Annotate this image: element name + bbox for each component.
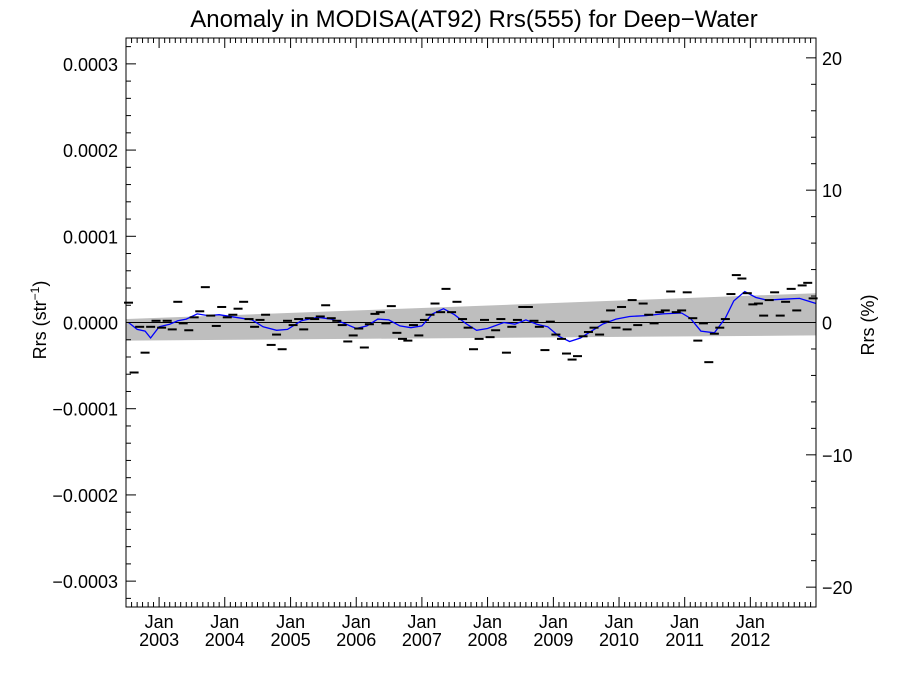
chart-title: Anomaly in MODISA(AT92) Rrs(555) for Dee…	[190, 6, 758, 33]
x-tick-label-year: 2003	[139, 630, 179, 650]
right-axis-label: Rrs (%)	[858, 295, 878, 356]
blue-line-layer	[128, 290, 817, 343]
tick-label-layer: 0.0003 0.0002 0.0001 0.0000 −0.0001 −0.0002 −0…	[52, 49, 852, 650]
x-tick-label-month: Jan	[670, 612, 699, 632]
x-tick-label-month: Jan	[407, 612, 436, 632]
x-tick-label-year: 2004	[205, 630, 245, 650]
confidence-band-layer	[126, 293, 816, 341]
y-tick-label: 0.0001	[63, 227, 118, 247]
y-axis-label: Rrs (str−1)	[28, 281, 50, 360]
y-tick-label: −0.0002	[52, 486, 118, 506]
y-tick-label: −0.0003	[52, 572, 118, 592]
x-tick-label-month: Jan	[736, 612, 765, 632]
x-tick-label-month: Jan	[145, 612, 174, 632]
x-tick-label-month: Jan	[276, 612, 305, 632]
x-tick-label-year: 2005	[271, 630, 311, 650]
y2-tick-label: 20	[822, 49, 842, 69]
y-axis-label-superscript: −1	[28, 286, 42, 300]
x-tick-label-year: 2006	[336, 630, 376, 650]
x-tick-label-year: 2008	[468, 630, 508, 650]
y-tick-label: 0.0000	[63, 314, 118, 334]
y2-tick-label: 10	[822, 181, 842, 201]
y-axis-label-end: )	[30, 281, 50, 287]
x-tick-label-month: Jan	[605, 612, 634, 632]
y2-tick-label: −10	[822, 446, 853, 466]
y-axis-label-main: Rrs (str	[30, 300, 50, 359]
marker-layer	[124, 274, 818, 374]
x-tick-label-year: 2010	[599, 630, 639, 650]
x-tick-label-month: Jan	[342, 612, 371, 632]
y-tick-label: 0.0003	[63, 55, 118, 75]
tick-layer	[125, 38, 816, 607]
x-tick-label-month: Jan	[473, 612, 502, 632]
running-mean-line	[128, 290, 817, 343]
x-tick-label-year: 2012	[730, 630, 770, 650]
trend-confidence-band	[126, 293, 816, 341]
y-tick-label: −0.0001	[52, 400, 118, 420]
y2-tick-label: −20	[822, 578, 853, 598]
x-tick-label-year: 2011	[665, 630, 704, 650]
x-tick-label-year: 2007	[402, 630, 442, 650]
x-tick-label-month: Jan	[210, 612, 239, 632]
x-tick-label-year: 2009	[533, 630, 573, 650]
y-tick-label: 0.0002	[63, 141, 118, 161]
y2-tick-label: 0	[822, 314, 832, 334]
x-tick-label-month: Jan	[539, 612, 568, 632]
